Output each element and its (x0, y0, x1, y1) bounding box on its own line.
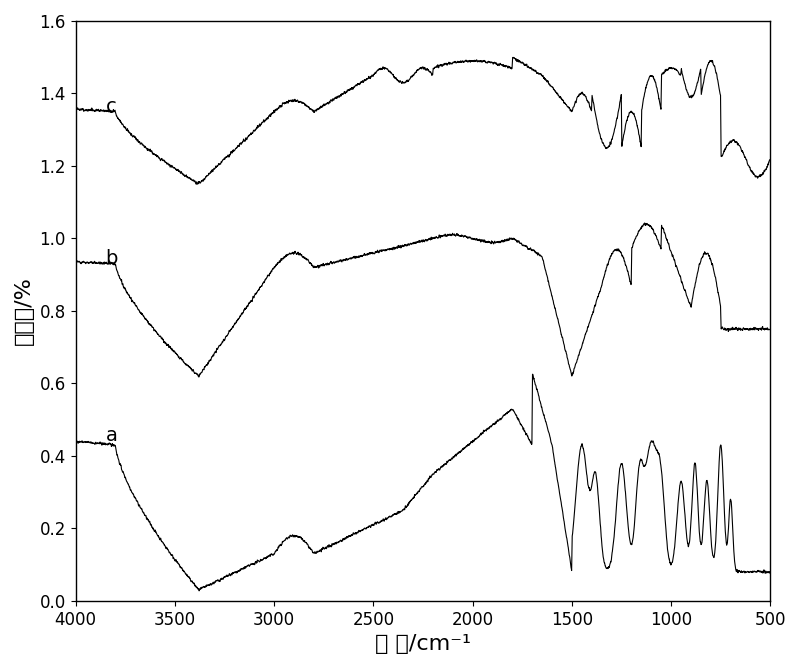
Text: b: b (106, 248, 118, 268)
Text: a: a (106, 426, 118, 446)
Y-axis label: 透过率/%: 透过率/% (14, 277, 34, 345)
Text: c: c (106, 96, 116, 116)
X-axis label: 波 数/cm⁻¹: 波 数/cm⁻¹ (375, 634, 471, 654)
